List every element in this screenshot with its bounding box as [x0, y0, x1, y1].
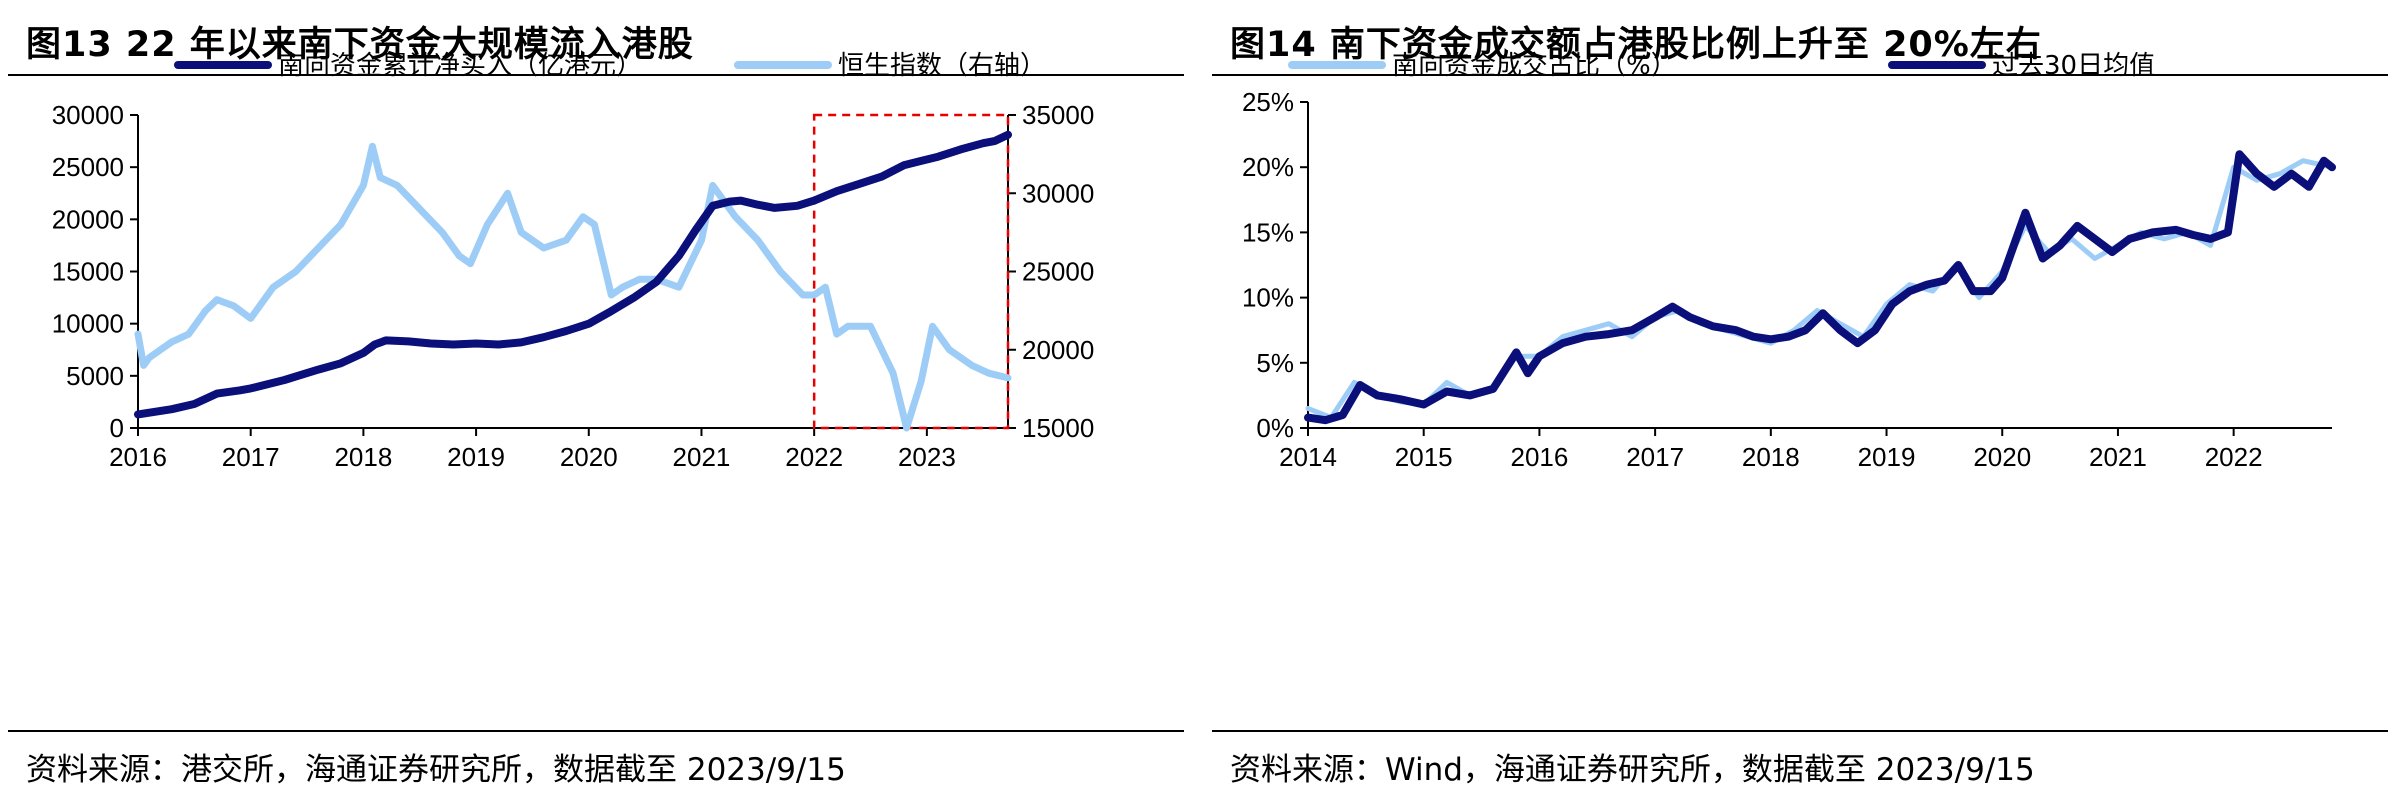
legend-label-ratio: 南向资金成交占比（%）: [1392, 51, 1677, 81]
y-tick-label: 5%: [1256, 348, 1294, 378]
y-left-tick-label: 20000: [52, 204, 124, 234]
series-line-left: [134, 130, 1012, 419]
series-line-right: [134, 142, 1012, 432]
y-tick-label: 20%: [1242, 152, 1294, 182]
legend-label-left: 南向资金累计净买入（亿港元）: [278, 51, 642, 81]
x-tick-label: 2020: [560, 442, 618, 472]
x-tick-label: 2021: [673, 442, 731, 472]
x-tick-label: 2014: [1279, 442, 1337, 472]
y-tick-label: 0%: [1256, 413, 1294, 443]
x-tick-label: 2018: [1742, 442, 1800, 472]
y-tick-label: 10%: [1242, 283, 1294, 313]
y-right-tick-label: 25000: [1022, 257, 1094, 287]
x-tick-label: 2020: [1973, 442, 2031, 472]
x-tick-label: 2017: [222, 442, 280, 472]
figure-14-panel: 图14 南下资金成交额占港股比例上升至 20%左右 南向资金成交占比（%） 过去3…: [1212, 0, 2388, 790]
legend-label-right: 恒生指数（右轴）: [838, 51, 1046, 81]
x-tick-label: 2019: [447, 442, 505, 472]
legend-label-ma30: 过去30日均值: [1992, 51, 2155, 81]
x-tick-label: 2018: [334, 442, 392, 472]
figure-14-bottom-rule: [1212, 730, 2388, 732]
y-right-tick-label: 30000: [1022, 178, 1094, 208]
y-left-tick-label: 0: [110, 413, 124, 443]
y-left-tick-label: 5000: [66, 361, 124, 391]
y-right-tick-label: 35000: [1022, 100, 1094, 130]
y-tick-label: 15%: [1242, 217, 1294, 247]
y-left-tick-label: 25000: [52, 152, 124, 182]
highlight-box: [812, 113, 1010, 430]
figure-13-panel: 图13 22 年以来南下资金大规模流入港股 南向资金累计净买入（亿港元） 恒生指数…: [8, 0, 1184, 790]
figure-14-chart: 南向资金成交占比（%） 过去30日均值 0% 5% 10% 15% 20% 25% 2014 20…: [1242, 51, 2336, 472]
figure-13-chart: 南向资金累计净买入（亿港元） 恒生指数（右轴） 0 5000 10000 15000 200…: [52, 51, 1095, 472]
figure-13-top-rule: [8, 74, 1184, 76]
figure-13-bottom-rule: [8, 730, 1184, 732]
figure-14-source: 资料来源：Wind，海通证券研究所，数据截至 2023/9/15: [1230, 752, 2035, 788]
x-tick-label: 2023: [898, 442, 956, 472]
figure-14-top-rule: [1212, 74, 2388, 76]
x-tick-label: 2016: [1510, 442, 1568, 472]
y-right-tick-label: 20000: [1022, 335, 1094, 365]
y-left-tick-label: 10000: [52, 309, 124, 339]
series-line-ma30: [1304, 150, 2336, 425]
x-tick-label: 2019: [1858, 442, 1916, 472]
x-tick-label: 2022: [785, 442, 843, 472]
y-left-tick-label: 15000: [52, 257, 124, 287]
x-tick-label: 2022: [2205, 442, 2263, 472]
x-tick-label: 2016: [109, 442, 167, 472]
y-left-tick-label: 30000: [52, 100, 124, 130]
y-right-tick-label: 15000: [1022, 413, 1094, 443]
series-line-ratio: [1305, 158, 2335, 421]
y-tick-label: 25%: [1242, 87, 1294, 117]
figure-14-title: 图14 南下资金成交额占港股比例上升至 20%左右: [1230, 25, 2042, 65]
figure-13-source: 资料来源：港交所，海通证券研究所，数据截至 2023/9/15: [26, 752, 846, 788]
x-tick-label: 2021: [2089, 442, 2147, 472]
figure-13-title: 图13 22 年以来南下资金大规模流入港股: [26, 25, 694, 65]
x-tick-label: 2015: [1395, 442, 1453, 472]
x-tick-label: 2017: [1626, 442, 1684, 472]
